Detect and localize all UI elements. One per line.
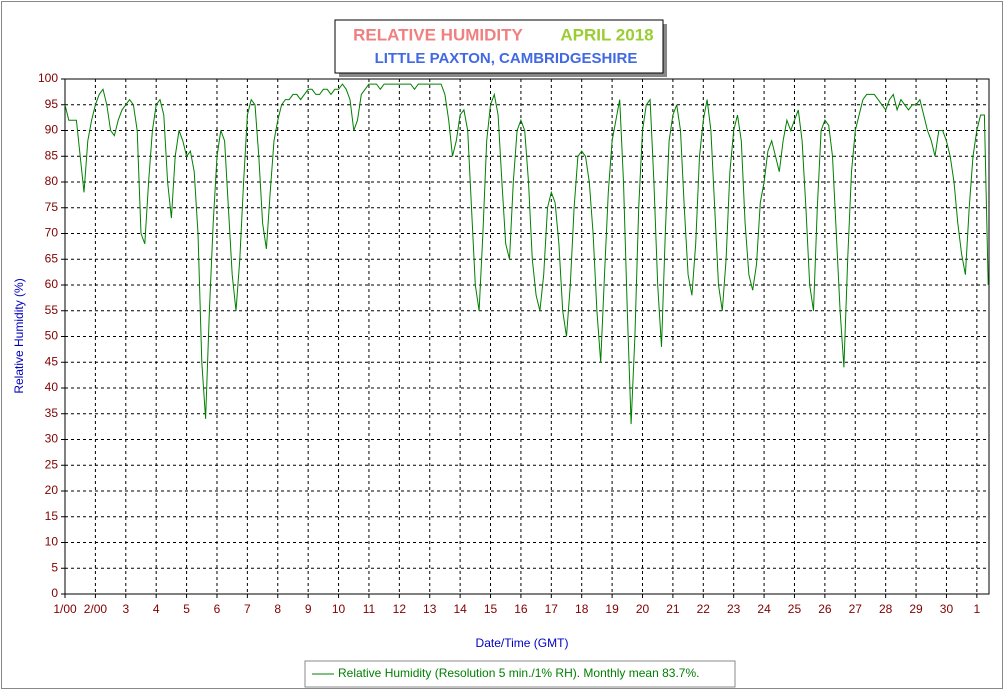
- y-tick-label: 100: [38, 71, 58, 85]
- x-tick-label: 25: [788, 602, 802, 616]
- x-tick-label: 27: [849, 602, 863, 616]
- x-tick-label: 11: [363, 602, 376, 616]
- y-tick-label: 90: [45, 123, 59, 137]
- x-tick-label: 1/00: [53, 602, 77, 616]
- x-tick-label: 20: [636, 602, 650, 616]
- x-tick-label: 29: [909, 602, 923, 616]
- x-tick-label: 10: [332, 602, 346, 616]
- y-axis-label: Relative Humidity (%): [12, 278, 26, 393]
- y-tick-label: 0: [51, 586, 58, 600]
- x-tick-label: 24: [757, 602, 771, 616]
- y-tick-label: 15: [45, 509, 59, 523]
- legend-box: [304, 660, 736, 688]
- x-tick-label: 16: [514, 602, 528, 616]
- y-tick-label: 80: [45, 174, 59, 188]
- y-tick-label: 20: [45, 483, 59, 497]
- y-tick-label: 85: [45, 148, 59, 162]
- chart-title-date: APRIL 2018: [560, 25, 653, 44]
- y-tick-label: 65: [45, 251, 59, 265]
- x-tick-label: 1: [973, 602, 980, 616]
- chart-title: RELATIVE HUMIDITY: [353, 25, 523, 44]
- legend: Relative Humidity (Resolution 5 min./1% …: [312, 666, 699, 680]
- x-tick-label: 28: [879, 602, 893, 616]
- legend-label: Relative Humidity (Resolution 5 min./1% …: [338, 666, 699, 680]
- x-tick-label: 26: [818, 602, 832, 616]
- x-tick-label: 30: [940, 602, 954, 616]
- x-tick-label: 7: [244, 602, 251, 616]
- title-box: [334, 19, 664, 74]
- y-tick-label: 25: [45, 457, 59, 471]
- x-tick-label: 8: [274, 602, 281, 616]
- y-tick-label: 45: [45, 354, 59, 368]
- x-tick-label: 18: [575, 602, 589, 616]
- y-tick-label: 40: [45, 380, 59, 394]
- y-tick-label: 55: [45, 303, 59, 317]
- plot-border: [64, 78, 990, 595]
- y-tick-label: 75: [45, 200, 59, 214]
- y-tick-label: 10: [45, 535, 59, 549]
- y-tick-label: 60: [45, 277, 59, 291]
- x-axis-label: Date/Time (GMT): [476, 636, 569, 650]
- x-tick-label: 2/00: [84, 602, 108, 616]
- x-tick-label: 13: [423, 602, 437, 616]
- x-tick-label: 21: [666, 602, 680, 616]
- x-tick-label: 6: [214, 602, 221, 616]
- x-tick-label: 3: [122, 602, 129, 616]
- y-tick-label: 35: [45, 406, 59, 420]
- y-tick-label: 70: [45, 226, 59, 240]
- chart-subtitle: LITTLE PAXTON, CAMBRIDGESHIRE: [375, 50, 638, 67]
- x-tick-label: 15: [484, 602, 498, 616]
- y-tick-label: 5: [51, 560, 58, 574]
- x-tick-label: 23: [727, 602, 741, 616]
- x-tick-label: 12: [393, 602, 407, 616]
- y-tick-label: 30: [45, 432, 59, 446]
- x-tick-label: 9: [305, 602, 312, 616]
- x-tick-label: 4: [153, 602, 160, 616]
- x-tick-label: 19: [605, 602, 619, 616]
- y-tick-label: 50: [45, 329, 59, 343]
- y-tick-label: 95: [45, 97, 59, 111]
- x-tick-label: 5: [183, 602, 190, 616]
- x-tick-label: 14: [453, 602, 467, 616]
- data-line: [64, 83, 989, 425]
- x-tick-label: 22: [697, 602, 711, 616]
- x-tick-label: 17: [545, 602, 559, 616]
